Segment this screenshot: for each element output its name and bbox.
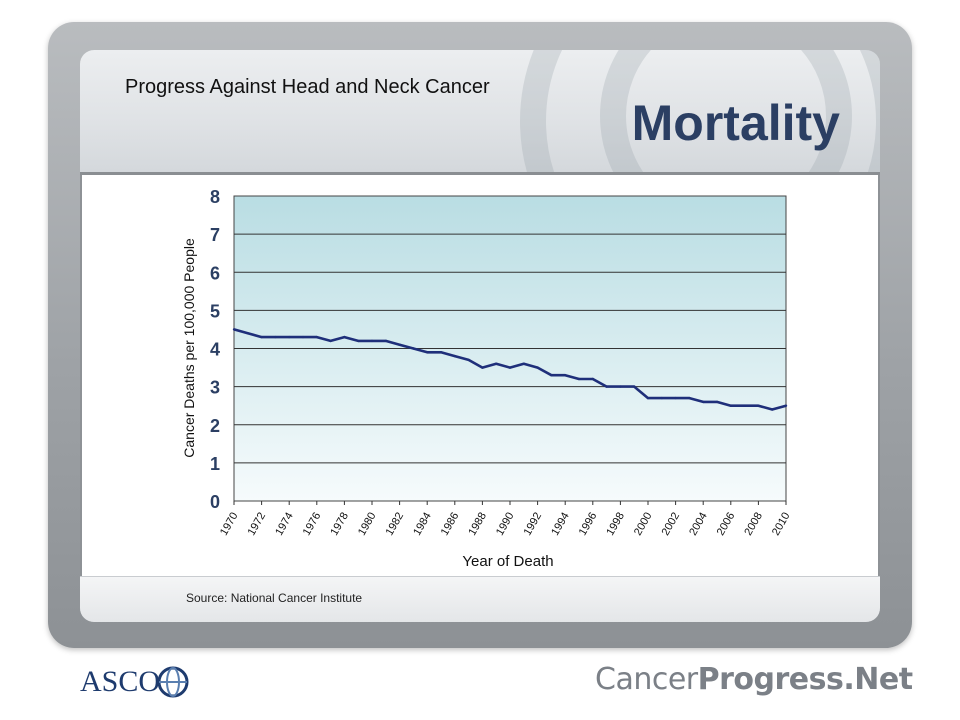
data-point	[550, 374, 553, 377]
x-tick-label: 2008	[742, 511, 765, 538]
x-tick-label: 1980	[356, 511, 379, 538]
x-tick-label: 1976	[301, 511, 324, 538]
data-point	[660, 396, 663, 400]
cpn-logo-part2: Progress	[697, 662, 844, 697]
y-axis-label: Cancer Deaths per 100,000 People	[181, 238, 197, 458]
y-tick-label: 3	[210, 378, 220, 398]
x-tick-label: 1992	[522, 511, 545, 538]
data-point	[288, 335, 291, 339]
x-tick-label: 1998	[604, 511, 627, 538]
x-tick-labels: 1970 1972 1974 1976 1978 1980 1982 1984 1986 1988…	[218, 501, 793, 538]
header-band	[80, 50, 880, 175]
x-tick-label: 1994	[549, 511, 572, 538]
x-tick-label: 2000	[632, 511, 655, 538]
slide-title: Mortality	[631, 95, 840, 151]
x-tick-label: 1978	[328, 511, 351, 538]
data-point	[370, 339, 374, 343]
x-tick-label: 2002	[660, 511, 683, 538]
cpn-logo-part3: .Net	[843, 662, 913, 697]
x-tick-label: 1974	[273, 511, 296, 538]
data-point	[743, 404, 746, 407]
data-point	[633, 385, 636, 388]
data-point	[536, 366, 539, 369]
x-axis-label: Year of Death	[462, 553, 553, 570]
slide-subtitle: Progress Against Head and Neck Cancer	[125, 76, 490, 98]
data-point	[412, 347, 415, 350]
asco-logo-text: ASCO	[80, 665, 161, 698]
asco-logo: ASCO	[80, 662, 190, 702]
data-point	[315, 335, 318, 339]
data-point	[357, 339, 360, 343]
y-tick-label: 5	[210, 301, 220, 321]
data-point	[398, 343, 401, 346]
data-point	[508, 366, 512, 369]
x-tick-label: 2006	[715, 511, 738, 538]
y-tick-label: 6	[210, 263, 220, 283]
gridlines	[234, 233, 786, 464]
source-note: Source: National Cancer Institute	[186, 591, 363, 605]
y-tick-label: 2	[210, 416, 220, 436]
data-point	[577, 377, 581, 381]
y-tick-label: 4	[210, 340, 220, 360]
data-point	[274, 335, 277, 339]
data-point	[702, 400, 705, 404]
data-point	[453, 354, 456, 358]
x-tick-label: 1982	[384, 511, 407, 538]
data-point	[426, 351, 429, 354]
data-point	[260, 335, 263, 339]
y-tick-label: 8	[210, 187, 220, 207]
data-point	[439, 351, 443, 354]
data-point	[329, 339, 332, 343]
data-point	[757, 404, 760, 407]
y-tick-label: 0	[210, 492, 220, 512]
data-point	[715, 400, 719, 404]
x-tick-label: 2010	[770, 511, 793, 538]
data-point	[784, 404, 788, 407]
data-point	[343, 335, 346, 339]
data-point	[495, 362, 498, 365]
footer-band	[80, 576, 880, 622]
x-tick-label: 1972	[246, 511, 269, 538]
data-point	[729, 404, 732, 407]
x-tick-label: 1986	[439, 511, 462, 538]
data-point	[301, 335, 305, 339]
data-point	[619, 385, 622, 388]
x-tick-label: 1984	[411, 511, 434, 538]
cpn-logo-part1: Cancer	[595, 662, 698, 697]
cancerprogress-logo: CancerProgress.Net	[595, 662, 913, 702]
y-tick-label: 7	[210, 225, 220, 245]
x-tick-label: 1988	[466, 511, 489, 538]
data-points	[232, 328, 788, 411]
data-point	[522, 362, 525, 365]
y-tick-labels: 0 1 2 3 4 5 6 7 8	[210, 187, 220, 512]
data-point	[481, 366, 484, 369]
data-point	[467, 358, 470, 362]
data-point	[674, 396, 677, 400]
x-tick-label: 1996	[577, 511, 600, 538]
data-point	[232, 328, 236, 331]
data-point	[605, 385, 608, 388]
x-tick-label: 1990	[494, 511, 517, 538]
x-tick-label: 2004	[687, 511, 710, 538]
data-point	[688, 396, 691, 400]
data-point	[564, 374, 567, 377]
data-point	[384, 339, 387, 343]
globe-icon	[157, 666, 189, 698]
data-point	[246, 332, 249, 335]
data-point	[771, 408, 774, 411]
y-tick-label: 1	[210, 454, 220, 474]
data-point	[591, 377, 594, 381]
data-point	[646, 396, 650, 400]
x-tick-label: 1970	[218, 511, 241, 538]
